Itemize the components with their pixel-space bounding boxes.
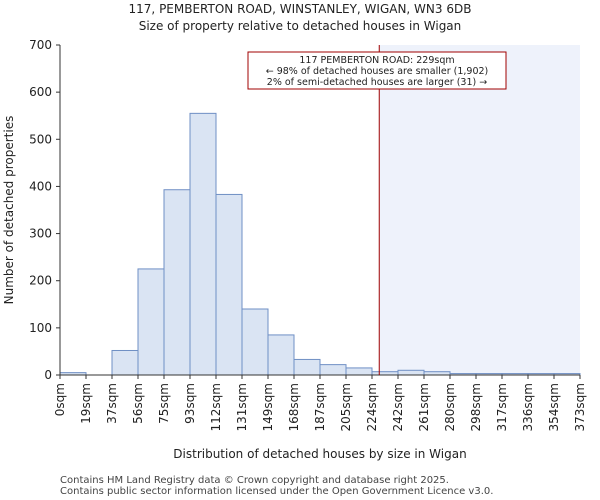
- annotation-box: [247, 51, 507, 90]
- y-tick-label: 100: [29, 321, 52, 335]
- x-tick-label: 187sqm: [313, 383, 327, 431]
- x-axis-label: Distribution of detached houses by size …: [173, 447, 466, 461]
- y-tick-label: 500: [29, 132, 52, 146]
- x-tick-label: 37sqm: [105, 383, 119, 424]
- chart-subtitle: Size of property relative to detached ho…: [138, 19, 462, 33]
- x-tick-label: 224sqm: [365, 383, 379, 431]
- y-tick-label: 700: [29, 38, 52, 52]
- annotation-line: 2% of semi-detached houses are larger (3…: [267, 77, 487, 88]
- histogram-bar: [345, 367, 373, 376]
- histogram-bar: [111, 349, 139, 376]
- y-tick-label: 200: [29, 274, 52, 288]
- x-tick-label: 75sqm: [157, 383, 171, 424]
- histogram-chart: 0 100 200 300 400 500 600 700 0sqm 19sqm 37sqm 56sq…: [2, 38, 587, 461]
- x-tick-label: 317sqm: [495, 383, 509, 431]
- y-axis-label: Number of detached properties: [2, 116, 16, 305]
- larger-region-shade: [379, 45, 580, 375]
- x-tick-label: 242sqm: [391, 383, 405, 431]
- histogram-bar: [241, 308, 269, 376]
- x-tick-label: 149sqm: [261, 383, 275, 431]
- x-tick-label: 112sqm: [209, 383, 223, 431]
- x-tick-label: 354sqm: [547, 383, 561, 431]
- y-tick-label: 300: [29, 227, 52, 241]
- annotation-line: ← 98% of detached houses are smaller (1,…: [266, 66, 489, 77]
- x-tick-label: 19sqm: [79, 383, 93, 424]
- x-tick-label: 280sqm: [443, 383, 457, 431]
- x-tick-label: 56sqm: [131, 383, 145, 424]
- histogram-bar: [319, 364, 347, 376]
- footer-licence: Contains public sector information licen…: [60, 486, 494, 497]
- histogram-bar: [137, 268, 165, 376]
- x-tick-label: 261sqm: [417, 383, 431, 431]
- x-tick-label: 131sqm: [235, 383, 249, 431]
- histogram-bar: [189, 112, 217, 376]
- y-tick-label: 600: [29, 85, 52, 99]
- histogram-bar: [397, 369, 425, 376]
- histogram-bar: [163, 189, 191, 376]
- histogram-bar: [293, 358, 321, 376]
- x-tick-label: 373sqm: [573, 383, 587, 431]
- footer-copyright: Contains HM Land Registry data © Crown c…: [60, 475, 449, 486]
- histogram-bar: [215, 193, 243, 376]
- x-tick-label: 205sqm: [339, 383, 353, 431]
- x-tick-label: 0sqm: [53, 383, 67, 416]
- annotation-line: 117 PEMBERTON ROAD: 229sqm: [299, 55, 454, 66]
- x-tick-label: 93sqm: [183, 383, 197, 424]
- x-tick-label: 336sqm: [521, 383, 535, 431]
- histogram-bar: [267, 334, 295, 376]
- x-tick-label: 168sqm: [287, 383, 301, 431]
- chart-title: 117, PEMBERTON ROAD, WINSTANLEY, WIGAN, …: [128, 2, 472, 16]
- y-tick-label: 400: [29, 179, 52, 193]
- y-tick-label: 0: [44, 368, 52, 382]
- x-tick-label: 298sqm: [469, 383, 483, 431]
